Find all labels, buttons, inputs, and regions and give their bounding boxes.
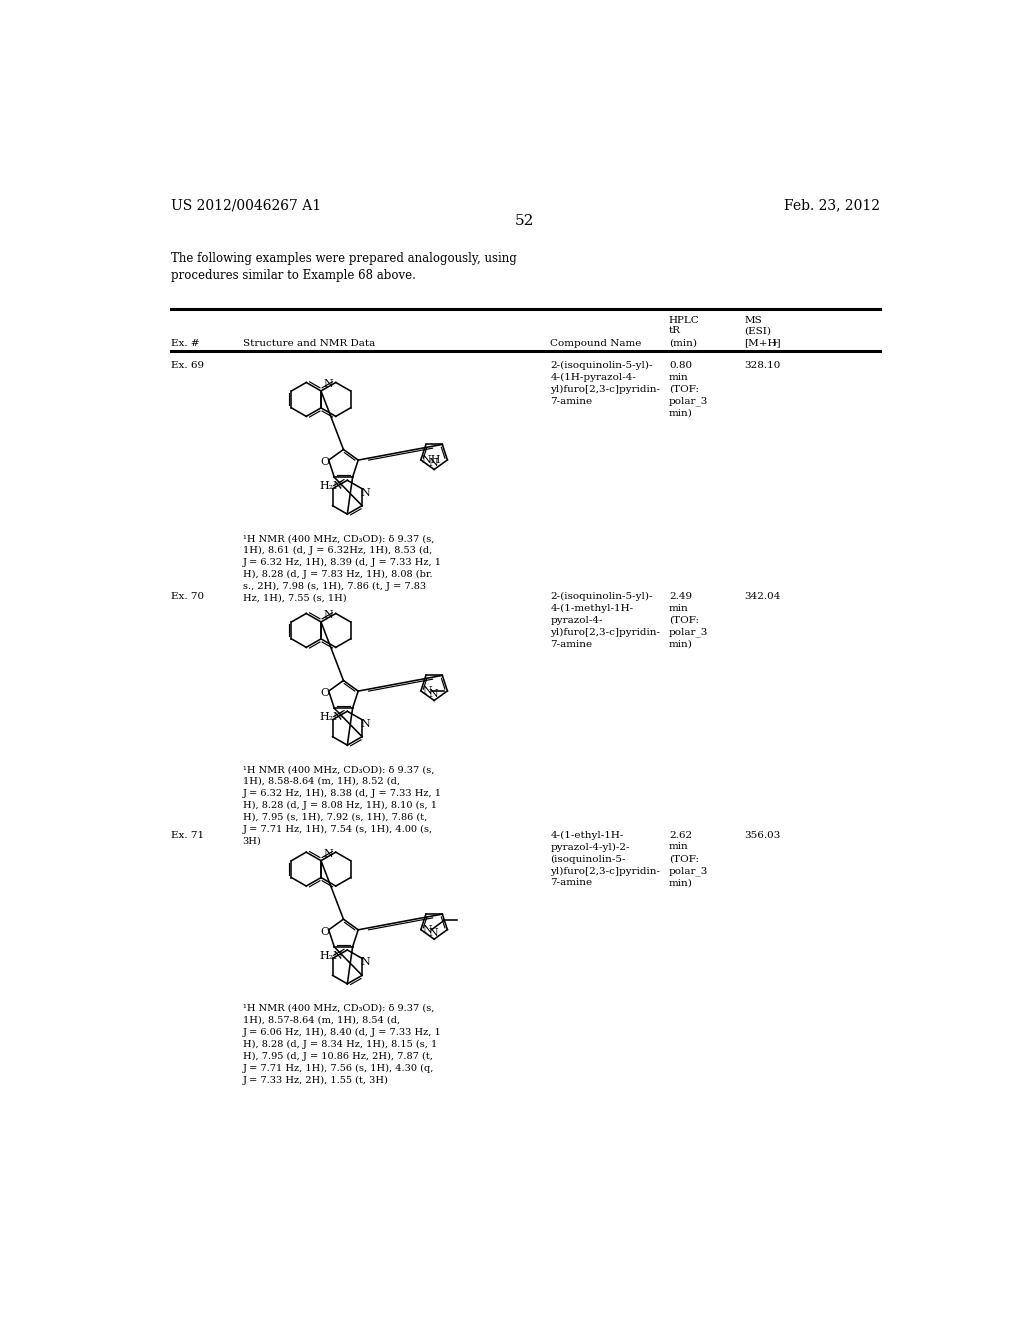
Text: Feb. 23, 2012: Feb. 23, 2012 [783, 198, 880, 213]
Text: H₂N: H₂N [319, 713, 344, 722]
Text: NH: NH [422, 455, 441, 465]
Text: 2.62
min
(TOF:
polar_3
min): 2.62 min (TOF: polar_3 min) [669, 830, 709, 887]
Text: N: N [428, 928, 438, 939]
Text: N: N [428, 458, 438, 469]
Text: +: + [771, 339, 778, 347]
Text: H₂N: H₂N [319, 482, 344, 491]
Text: 2.49
min
(TOF:
polar_3
min): 2.49 min (TOF: polar_3 min) [669, 591, 709, 649]
Text: N: N [360, 718, 370, 729]
Text: Ex. 71: Ex. 71 [171, 830, 204, 840]
Text: ¹H NMR (400 MHz, CD₃OD): δ 9.37 (s,
1H), 8.61 (d, J = 6.32Hz, 1H), 8.53 (d,
J = : ¹H NMR (400 MHz, CD₃OD): δ 9.37 (s, 1H),… [243, 535, 441, 603]
Text: (ESI): (ESI) [744, 326, 771, 335]
Text: N: N [360, 957, 370, 968]
Text: N: N [422, 924, 432, 935]
Text: Compound Name: Compound Name [550, 339, 642, 347]
Text: Ex. #: Ex. # [171, 339, 200, 347]
Text: 2-(isoquinolin-5-yl)-
4-(1H-pyrazol-4-
yl)furo[2,3-c]pyridin-
7-amine: 2-(isoquinolin-5-yl)- 4-(1H-pyrazol-4- y… [550, 360, 660, 405]
Text: (min): (min) [669, 339, 697, 347]
Text: The following examples were prepared analogously, using
procedures similar to Ex: The following examples were prepared ana… [171, 252, 516, 282]
Text: [M+H]: [M+H] [744, 339, 780, 347]
Text: Ex. 70: Ex. 70 [171, 591, 204, 601]
Text: 52: 52 [515, 214, 535, 228]
Text: N: N [324, 379, 333, 389]
Text: N: N [360, 487, 370, 498]
Text: H₂N: H₂N [319, 952, 344, 961]
Text: Ex. 69: Ex. 69 [171, 360, 204, 370]
Text: US 2012/0046267 A1: US 2012/0046267 A1 [171, 198, 321, 213]
Text: 342.04: 342.04 [744, 591, 780, 601]
Text: 4-(1-ethyl-1H-
pyrazol-4-yl)-2-
(isoquinolin-5-
yl)furo[2,3-c]pyridin-
7-amine: 4-(1-ethyl-1H- pyrazol-4-yl)-2- (isoquin… [550, 830, 660, 887]
Text: N: N [422, 686, 432, 696]
Text: O: O [321, 458, 330, 467]
Text: Structure and NMR Data: Structure and NMR Data [243, 339, 375, 347]
Text: MS: MS [744, 317, 762, 325]
Text: 0.80
min
(TOF:
polar_3
min): 0.80 min (TOF: polar_3 min) [669, 360, 709, 418]
Text: tR: tR [669, 326, 681, 335]
Text: O: O [321, 927, 330, 937]
Text: 356.03: 356.03 [744, 830, 780, 840]
Text: N: N [324, 610, 333, 620]
Text: HPLC: HPLC [669, 317, 699, 325]
Text: O: O [321, 689, 330, 698]
Text: ¹H NMR (400 MHz, CD₃OD): δ 9.37 (s,
1H), 8.58-8.64 (m, 1H), 8.52 (d,
J = 6.32 Hz: ¹H NMR (400 MHz, CD₃OD): δ 9.37 (s, 1H),… [243, 766, 441, 846]
Text: ¹H NMR (400 MHz, CD₃OD): δ 9.37 (s,
1H), 8.57-8.64 (m, 1H), 8.54 (d,
J = 6.06 Hz: ¹H NMR (400 MHz, CD₃OD): δ 9.37 (s, 1H),… [243, 1003, 441, 1085]
Text: N: N [324, 849, 333, 859]
Text: 328.10: 328.10 [744, 360, 780, 370]
Text: 2-(isoquinolin-5-yl)-
4-(1-methyl-1H-
pyrazol-4-
yl)furo[2,3-c]pyridin-
7-amine: 2-(isoquinolin-5-yl)- 4-(1-methyl-1H- py… [550, 591, 660, 648]
Text: N: N [428, 689, 438, 700]
